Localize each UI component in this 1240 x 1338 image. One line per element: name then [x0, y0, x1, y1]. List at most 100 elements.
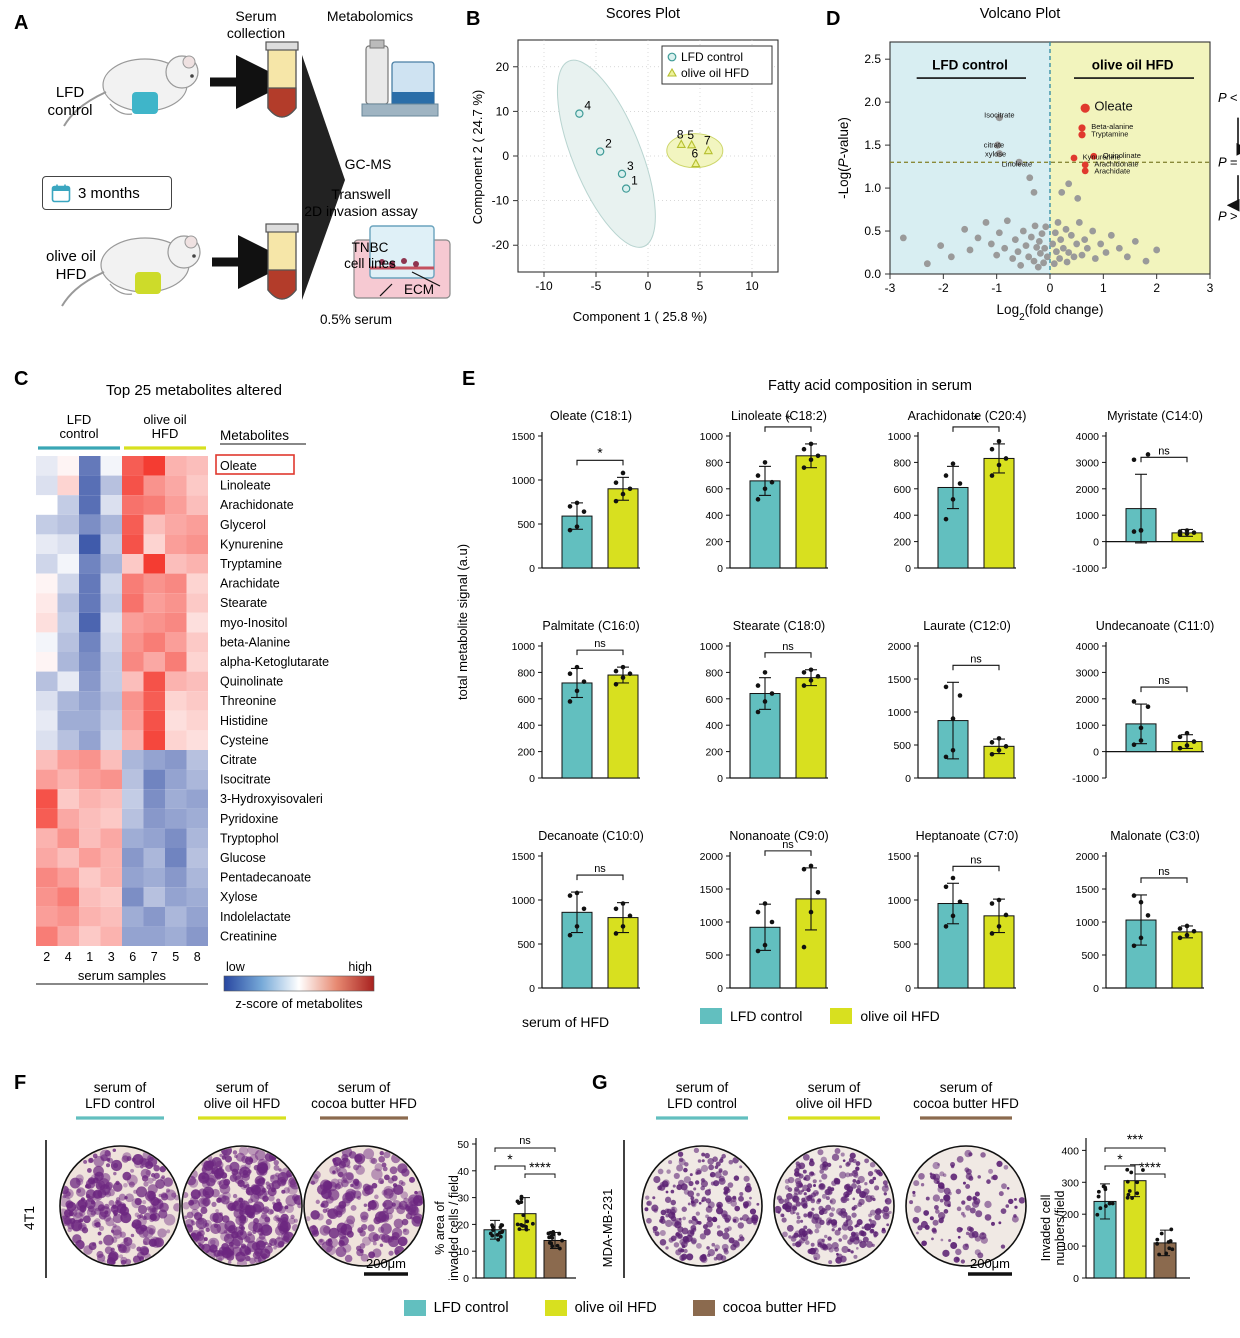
heatmap-cell [165, 534, 187, 554]
data-point [769, 691, 775, 696]
bar-hfd [983, 457, 1015, 569]
volcano-point-sig-right [1078, 131, 1086, 139]
heatmap-cell [100, 848, 122, 868]
heatmap-row-label: Linoleate [220, 479, 271, 493]
data-point [574, 688, 580, 694]
data-point [996, 924, 1002, 929]
heatmap-cell [143, 887, 165, 907]
data-point [1177, 745, 1183, 751]
bar-chart: Malonate (C3:0) 0 500 1000 1500 2000 ns [1076, 829, 1204, 995]
svg-text:0: 0 [502, 149, 509, 163]
data-point [557, 1246, 562, 1251]
image-title: cocoa butter HFD [311, 1096, 417, 1111]
svg-text:% area of: % area of [433, 1201, 447, 1255]
data-point [620, 675, 626, 680]
data-point [567, 527, 573, 533]
heatmap-cell [186, 750, 208, 770]
svg-text:20: 20 [496, 60, 510, 74]
svg-text:800: 800 [893, 457, 911, 469]
scale-bar-label: 200μm [366, 1256, 406, 1271]
svg-text:-5: -5 [591, 279, 602, 293]
heatmap-cell [165, 593, 187, 613]
svg-text:4000: 4000 [1076, 641, 1100, 653]
data-point [567, 504, 573, 509]
data-point [519, 1223, 524, 1227]
volcano-point [947, 253, 955, 261]
bar-hfd [607, 674, 639, 779]
bar-hfd [795, 455, 827, 569]
data-point [769, 919, 775, 925]
image-title: serum of [216, 1080, 269, 1095]
svg-text:1.5: 1.5 [864, 138, 881, 152]
data-point [525, 1219, 530, 1224]
svg-text:Isocitrate: Isocitrate [984, 111, 1014, 120]
heatmap-row-label: Citrate [220, 753, 257, 767]
heatmap-cell [122, 456, 144, 476]
heatmap-cell [79, 652, 101, 672]
samples-axis-label: serum samples [78, 968, 167, 983]
heatmap-cell [36, 789, 58, 809]
heatmap-cell [122, 926, 144, 946]
data-point [801, 446, 807, 452]
scores-point-hfd [703, 145, 714, 155]
heatmap-cell [79, 456, 101, 476]
heatmap-cell [36, 887, 58, 907]
bottom-legend-swatch-2 [692, 1300, 715, 1316]
data-point [1138, 738, 1144, 743]
svg-text:ns: ns [519, 1135, 531, 1147]
svg-text:***: *** [1127, 1131, 1144, 1147]
svg-text:400: 400 [705, 720, 723, 732]
heatmap-cell [122, 554, 144, 574]
heatmap-cell [186, 691, 208, 711]
heatmap-cell [36, 671, 58, 692]
bar-chart: Laurate (C12:0) 0 500 1000 1500 2000 ns [888, 619, 1016, 785]
svg-text:7: 7 [704, 134, 711, 148]
volcano-point [1067, 231, 1075, 239]
heatmap-cell [57, 691, 79, 711]
heatmap-cell [36, 867, 58, 888]
data-point [550, 1236, 555, 1240]
data-point [989, 931, 995, 936]
heatmap-cell [165, 456, 187, 476]
svg-text:1500: 1500 [888, 674, 912, 686]
data-point [762, 699, 768, 704]
heatmap-cell [79, 789, 101, 809]
volcano-point [1070, 253, 1078, 261]
heatmap-cell [57, 573, 79, 594]
scores-point-lfd [621, 184, 631, 193]
svg-text:P > 0.05: P > 0.05 [1218, 209, 1240, 224]
bottom-legend-swatch-1 [544, 1300, 567, 1316]
heatmap-cell [36, 848, 58, 868]
data-point [574, 500, 580, 506]
data-point [1138, 899, 1144, 905]
volcano-point [1153, 246, 1161, 254]
svg-text:500: 500 [705, 950, 723, 962]
panel-letter-d: D [826, 8, 841, 30]
svg-text:600: 600 [705, 694, 723, 706]
data-point [1191, 530, 1197, 535]
invasion-image [641, 1145, 763, 1267]
svg-text:Arachidonate: Arachidonate [1094, 160, 1138, 169]
heatmap-cell [100, 769, 122, 790]
svg-text:Metabolites: Metabolites [220, 428, 289, 443]
volcano-point [1131, 237, 1139, 245]
svg-text:olive oil: olive oil [143, 412, 186, 427]
volcano-point [1089, 227, 1097, 235]
heatmap-cell [36, 750, 58, 770]
panel-e-xaxis-note: serum of HFD [522, 1014, 610, 1030]
svg-text:0: 0 [905, 983, 911, 995]
data-point [1003, 912, 1009, 918]
svg-text:LFD: LFD [67, 412, 92, 427]
data-point [497, 1231, 502, 1235]
heatmap-cell [57, 593, 79, 613]
svg-text:400: 400 [1061, 1145, 1079, 1157]
heatmap-cell [186, 848, 208, 868]
volcano-point [1034, 263, 1042, 271]
scores-xaxis-label: Component 1 ( 25.8 %) [572, 309, 708, 324]
volcano-point-sig-right [1078, 124, 1086, 132]
data-point [1177, 926, 1183, 931]
data-point [808, 678, 814, 683]
volcano-point [1051, 229, 1059, 237]
significance-marker: ns [1158, 866, 1170, 878]
heatmap-cell [79, 632, 101, 652]
